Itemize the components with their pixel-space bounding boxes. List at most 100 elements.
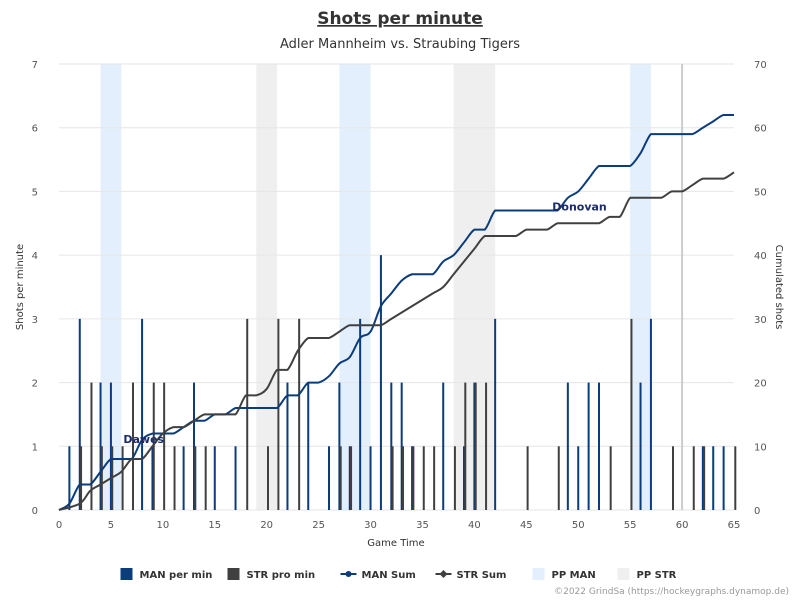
str-bar <box>630 318 633 510</box>
y-tick-label: 3 <box>32 315 38 326</box>
player-annotation: Dawes <box>123 433 164 446</box>
annotations: Dawes Donovan <box>123 201 606 447</box>
x-tick-label: 25 <box>312 520 325 531</box>
y2-tick-label: 10 <box>754 442 767 453</box>
y2-tick-label: 0 <box>754 506 760 517</box>
y-tick-label: 6 <box>32 124 38 135</box>
legend: MAN per min STR pro min MAN Sum STR Sum PP M… <box>120 568 677 581</box>
chart-title: Shots per minute <box>317 9 483 29</box>
pp-man-band <box>630 64 651 510</box>
y2-tick-label: 40 <box>754 251 767 262</box>
y2-tick-label: 60 <box>754 124 767 135</box>
str-bar <box>474 382 477 510</box>
str-bar <box>526 446 529 510</box>
y-tick-label: 1 <box>32 442 38 453</box>
str-bar <box>433 446 436 510</box>
legend-label: PP STR <box>637 570 677 581</box>
y2-tick-label: 70 <box>754 60 767 71</box>
legend-marker <box>439 570 448 578</box>
man-bar <box>598 382 600 510</box>
man-bar <box>639 382 642 510</box>
man-bar <box>234 446 237 510</box>
x-tick-label: 10 <box>156 520 169 531</box>
man-bar <box>411 446 414 510</box>
y-tick-label: 2 <box>32 379 38 390</box>
man-bar <box>99 382 102 510</box>
legend-label: MAN per min <box>140 570 213 581</box>
str-bar <box>100 446 103 510</box>
man-bar <box>307 382 310 510</box>
man-bar <box>359 318 362 510</box>
man-bar <box>141 318 144 510</box>
man-bar <box>286 382 289 510</box>
credit-text: ©2022 GrindSa (https://hockeygraphs.dyna… <box>554 587 789 597</box>
str-bar <box>163 382 166 510</box>
legend-label: STR Sum <box>457 570 507 581</box>
man-bar <box>577 446 580 510</box>
man-bar <box>722 446 725 510</box>
man-bar <box>390 382 393 510</box>
x-tick-label: 0 <box>56 520 62 531</box>
man-bar <box>68 446 71 510</box>
legend-swatch <box>227 568 240 580</box>
man-bar <box>442 382 445 510</box>
x-axis-label: Game Time <box>367 538 424 549</box>
man-bar <box>182 446 185 510</box>
chart-subtitle: Adler Mannheim vs. Straubing Tigers <box>280 37 520 52</box>
legend-label: MAN Sum <box>362 570 416 581</box>
x-tick-label: 40 <box>468 520 481 531</box>
x-tick-label: 45 <box>520 520 533 531</box>
man-bar <box>151 446 154 510</box>
man-bar <box>78 318 81 510</box>
str-bar <box>557 446 560 510</box>
x-tick-label: 15 <box>208 520 221 531</box>
man-bar <box>379 255 382 510</box>
y-tick-label: 0 <box>32 506 38 517</box>
man-bar <box>701 446 704 510</box>
x-tick-label: 60 <box>676 520 689 531</box>
man-bar <box>400 382 403 510</box>
y-tick-label: 4 <box>32 251 38 262</box>
man-bar <box>328 446 330 510</box>
str-bar <box>391 446 394 510</box>
str-bar <box>692 446 695 510</box>
man-bar <box>494 318 497 510</box>
str-bar <box>401 446 404 510</box>
man-bar <box>473 382 476 510</box>
str-bar <box>350 446 353 510</box>
str-bar <box>194 446 197 510</box>
str-bar <box>152 382 155 510</box>
player-annotation: Donovan <box>552 201 607 214</box>
x-tick-label: 55 <box>624 520 637 531</box>
str-bar <box>464 382 467 510</box>
man-bar <box>109 382 112 510</box>
str-bar <box>121 446 124 510</box>
str-sum-line <box>58 171 735 511</box>
str-bar <box>246 318 249 510</box>
y-tick-label: 5 <box>32 187 38 198</box>
x-tick-label: 65 <box>728 520 741 531</box>
y2-axis-label: Cumulated shots <box>773 245 784 330</box>
str-bar <box>339 446 342 510</box>
man-bar <box>369 446 372 510</box>
pp-str-band <box>256 64 278 510</box>
man-bar <box>587 382 590 510</box>
man-bar <box>213 446 216 510</box>
str-bar <box>453 446 456 510</box>
pp-man-band <box>339 64 371 510</box>
str-bar <box>412 446 415 510</box>
str-bar <box>277 318 280 510</box>
x-tick-label: 30 <box>364 520 377 531</box>
man-sum-line <box>58 113 734 511</box>
str-bar <box>671 446 674 510</box>
legend-swatch <box>120 568 133 580</box>
str-bar <box>703 446 706 510</box>
man-bar <box>463 446 465 510</box>
legend-swatch <box>617 568 630 580</box>
grid-lines <box>59 63 734 511</box>
bar-marks <box>68 255 737 510</box>
legend-swatch <box>532 568 545 580</box>
y2-tick-label: 20 <box>754 379 767 390</box>
